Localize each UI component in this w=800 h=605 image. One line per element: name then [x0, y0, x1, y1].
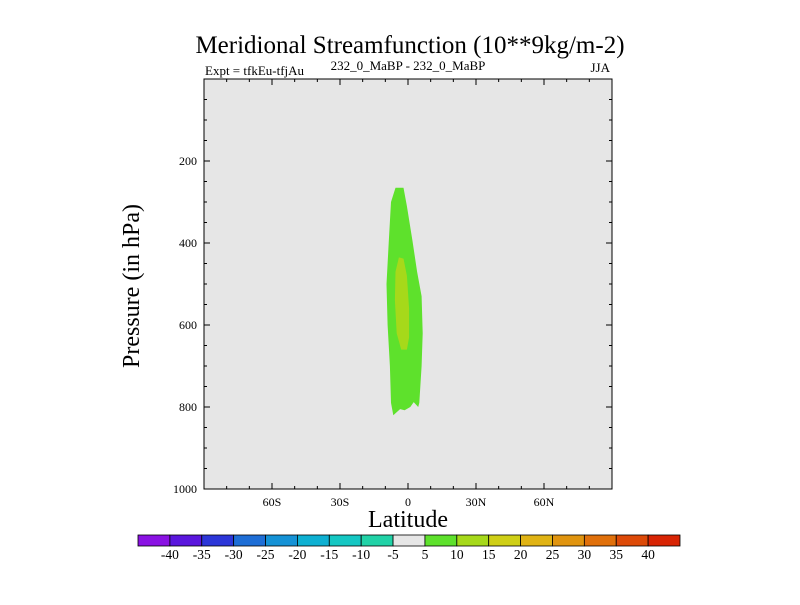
colorbar-box-8	[360, 534, 394, 547]
colorbar-box-2	[169, 534, 203, 547]
y-tick-label: 200	[179, 154, 197, 168]
chart-subtitle-left: Expt = tfkEu-tfjAu	[205, 63, 305, 78]
chart-subtitle-center: 232_0_MaBP - 232_0_MaBP	[331, 58, 486, 73]
chart-subtitle-right: JJA	[590, 60, 610, 75]
colorbar-box-6	[297, 534, 330, 547]
colorbar-box-1	[137, 534, 171, 547]
x-tick-label: 30S	[331, 495, 350, 509]
colorbar-label: 40	[641, 547, 655, 562]
colorbar-label: -30	[225, 547, 243, 562]
colorbar-label: 20	[514, 547, 528, 562]
x-tick-label: 30N	[466, 495, 487, 509]
colorbar-box-16	[615, 534, 649, 547]
colorbar-label: 35	[609, 547, 623, 562]
x-tick-label: 0	[405, 495, 411, 509]
contour-layer	[386, 187, 423, 416]
y-tick-label: 400	[179, 236, 197, 250]
colorbar-box-14	[552, 534, 585, 547]
colorbar-box-13	[520, 534, 553, 547]
colorbar-box-9	[392, 534, 426, 547]
x-tick-label: 60N	[534, 495, 555, 509]
colorbar-box-7	[328, 534, 362, 547]
colorbar-label: 25	[546, 547, 560, 562]
colorbar-label: 15	[482, 547, 496, 562]
x-axis-title: Latitude	[368, 507, 448, 533]
colorbar-box-5	[265, 534, 298, 547]
chart-title: Meridional Streamfunction (10**9kg/m-2)	[195, 32, 624, 59]
colorbar-box-11	[456, 534, 490, 547]
colorbar-label: -15	[320, 547, 338, 562]
colorbar-label: -25	[257, 547, 275, 562]
y-axis-title: Pressure (in hPa)	[119, 204, 145, 368]
colorbar-box-3	[201, 534, 235, 547]
colorbar-box-4	[233, 534, 266, 547]
colorbar-label: 5	[422, 547, 429, 562]
colorbar-label: -20	[288, 547, 306, 562]
colorbar-box-15	[583, 534, 617, 547]
colorbar-label: -10	[352, 547, 370, 562]
colorbar-label: -40	[161, 547, 179, 562]
colorbar: -40 -35 -30 -25 -20 -15 -10 -5 5 10 15 20 25 30 35 40	[137, 534, 681, 562]
colorbar-label: -5	[387, 547, 398, 562]
contour-region-2	[394, 257, 410, 350]
colorbar-box-12	[488, 534, 521, 547]
y-tick-label: 600	[179, 318, 197, 332]
colorbar-label: 10	[450, 547, 464, 562]
y-tick-label: 800	[179, 400, 197, 414]
y-tick-label: 1000	[173, 482, 197, 496]
x-tick-label: 60S	[263, 495, 282, 509]
colorbar-label: -35	[193, 547, 211, 562]
colorbar-box-17	[647, 534, 681, 547]
colorbar-label: 30	[578, 547, 592, 562]
tick-layer: 60S 30S 0 30N 60N 200 400 600 800 1000	[173, 78, 613, 509]
colorbar-box-10	[424, 534, 458, 547]
